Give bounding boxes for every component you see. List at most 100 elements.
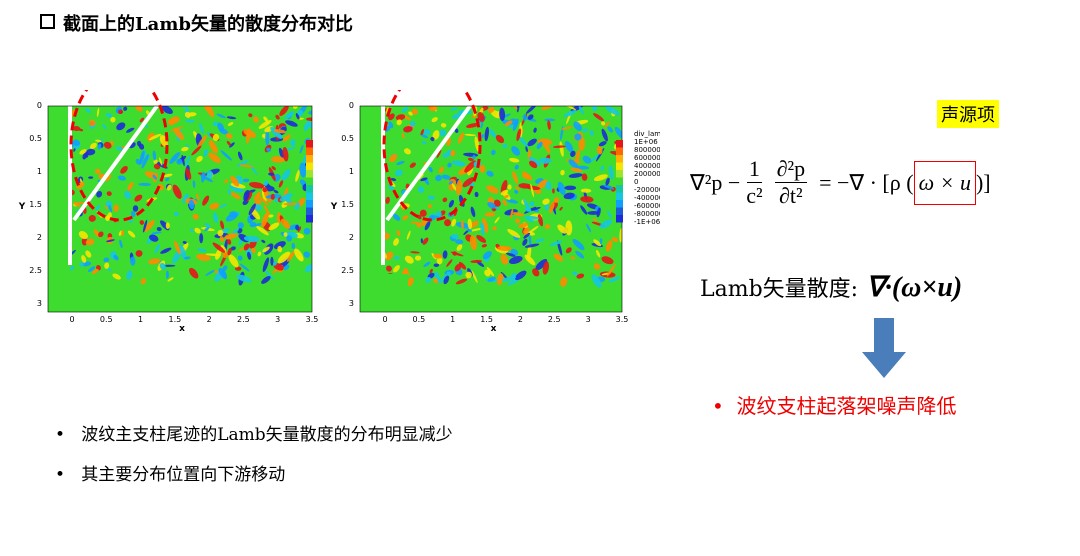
contour-blob (207, 131, 212, 138)
x-tick-label: 1.5 (168, 315, 181, 324)
contour-blob (167, 277, 174, 282)
contour-blob (557, 240, 563, 256)
legend-title: div_lamb (634, 130, 660, 138)
contour-blob (121, 230, 125, 237)
colorbar-swatch (306, 177, 313, 185)
contour-blob (192, 213, 199, 220)
contour-blob (500, 271, 508, 280)
colorbar-swatch (306, 185, 313, 193)
contour-blob (275, 114, 280, 120)
contour-blob (198, 122, 204, 134)
contour-blob (614, 126, 622, 139)
contour-blob (110, 140, 114, 146)
contour-blob (506, 252, 516, 257)
contour-blob (196, 155, 203, 163)
contour-blob (217, 122, 225, 132)
contour-blob (560, 169, 565, 176)
x-tick-label: 3.5 (616, 315, 629, 324)
contour-blob (557, 224, 567, 234)
contour-blob (98, 231, 104, 238)
x-axis-label: x (179, 324, 185, 334)
contour-blob (202, 195, 210, 206)
contour-blob (514, 270, 527, 281)
contour-blob (524, 243, 540, 248)
contour-blob (582, 128, 588, 132)
contour-blob (185, 119, 195, 123)
contour-blob (386, 265, 392, 272)
contour-blob (262, 246, 270, 253)
frac-den: c² (746, 183, 763, 208)
contour-blob (139, 220, 145, 225)
contour-blob (436, 257, 443, 265)
contour-blob (229, 184, 244, 193)
contour-blob (484, 269, 491, 277)
contour-blob (467, 218, 473, 230)
contour-blob (455, 239, 464, 245)
contour-blob (410, 251, 420, 254)
frac-den: ∂t² (779, 183, 803, 208)
contour-blob (205, 269, 215, 276)
contour-blob (220, 220, 225, 230)
contour-blob (440, 123, 447, 128)
contour-blob (589, 130, 594, 136)
contour-blob (69, 265, 75, 271)
contour-blob (385, 196, 390, 204)
contour-blob (204, 227, 210, 232)
contour-blob (514, 189, 519, 194)
contour-blob (497, 245, 512, 251)
contour-blob (501, 276, 517, 282)
contour-blob (141, 154, 149, 169)
bullet: • 波纹主支柱尾迹的Lamb矢量散度的分布明显减少 (55, 425, 453, 445)
contour-blob (113, 254, 119, 261)
contour-blob (248, 113, 253, 118)
body (48, 106, 70, 312)
contour-blob (243, 189, 250, 202)
contour-blob (165, 177, 170, 182)
contour-blob (196, 253, 211, 261)
contour-blob (448, 199, 455, 208)
contour-blob (154, 244, 161, 254)
contour-blob (409, 121, 416, 127)
contour-blob (500, 180, 508, 195)
contour-blob (404, 255, 414, 264)
contour-blob (604, 121, 610, 128)
contour-blob (113, 204, 119, 212)
contour-blob (553, 253, 564, 262)
contour-blob (127, 181, 134, 191)
contour-blob (194, 227, 201, 234)
contour-blob (253, 191, 261, 202)
contour-blob (605, 106, 620, 116)
contour-blob (462, 177, 475, 188)
contour-blob (229, 211, 239, 218)
contour-blob (292, 106, 298, 109)
colorbar-swatch (616, 215, 623, 223)
contour-blob (532, 268, 540, 277)
contour-blob (105, 113, 113, 118)
contour-blob (570, 106, 585, 112)
contour-blob (264, 269, 274, 281)
contour-blob (140, 278, 146, 285)
contour-blob (135, 250, 143, 257)
contour-blob (464, 133, 476, 137)
contour-blob (431, 117, 438, 123)
contour-blob (593, 113, 605, 122)
contour-blob (395, 114, 406, 121)
contour-blob (496, 110, 501, 117)
contour-blob (127, 230, 136, 238)
contour-blob (237, 151, 243, 161)
contour-blob (455, 278, 468, 285)
contour-blob (96, 107, 100, 117)
contour-blob (454, 263, 462, 272)
contour-blob (280, 218, 291, 229)
y-tick-label: 2.5 (29, 266, 42, 275)
contour-blob (134, 194, 143, 202)
x-tick-label: 1 (138, 315, 143, 324)
contour-blob (184, 111, 191, 118)
y-tick-label: 0 (37, 101, 42, 110)
contour-blob (396, 230, 401, 237)
contour-blob (257, 251, 262, 257)
contour-blob (523, 232, 531, 239)
contour-blob (89, 142, 97, 149)
contour-blob (265, 130, 270, 146)
contour-blob (161, 106, 173, 115)
